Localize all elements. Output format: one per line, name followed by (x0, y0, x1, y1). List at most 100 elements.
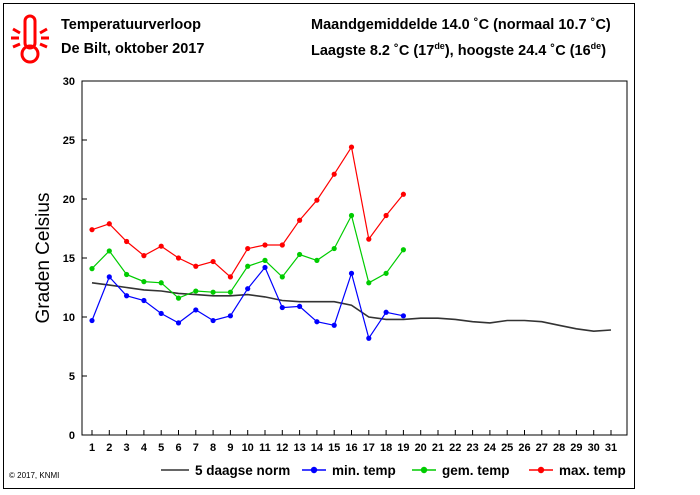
x-tick-label: 7 (193, 442, 199, 454)
data-point-mean (400, 247, 406, 253)
x-tick-label: 11 (259, 442, 271, 454)
x-tick-label: 21 (432, 442, 444, 454)
data-point-min (89, 317, 95, 324)
x-tick-label: 28 (553, 442, 565, 454)
y-tick-label: 5 (69, 371, 75, 383)
data-point-min (331, 322, 337, 328)
x-tick-label: 16 (345, 442, 357, 454)
data-point-max (279, 242, 285, 248)
data-point-mean (106, 248, 112, 254)
data-point-mean (279, 274, 285, 280)
data-point-min (297, 303, 303, 309)
data-point-min (366, 335, 372, 341)
x-tick-label: 19 (397, 442, 409, 454)
legend-norm-label: 5 daagse norm (195, 462, 291, 478)
x-tick-label: 10 (242, 442, 254, 454)
x-tick-label: 17 (363, 442, 375, 454)
x-tick-label: 18 (380, 442, 392, 454)
legend-norm: 5 daagse norm (161, 462, 290, 478)
x-tick-label: 26 (518, 442, 530, 454)
data-point-max (245, 245, 251, 252)
data-point-max (210, 258, 216, 265)
data-point-mean (348, 212, 355, 219)
data-point-min (175, 320, 182, 326)
data-point-min (124, 293, 130, 299)
legend-min-swatch (302, 466, 326, 474)
x-tick-label: 31 (605, 442, 617, 454)
y-tick-label: 0 (69, 430, 75, 442)
data-point-min (348, 270, 355, 276)
chart-subtitle: De Bilt, oktober 2017 (61, 41, 205, 57)
data-point-min (400, 313, 406, 319)
data-point-mean (227, 289, 233, 295)
x-tick-label: 2 (106, 442, 112, 454)
data-point-mean (383, 270, 389, 276)
data-point-mean (210, 289, 216, 295)
data-point-max (158, 243, 164, 249)
data-point-max (400, 191, 406, 197)
data-point-min (141, 297, 147, 304)
monthly-mean-text: Maandgemiddelde 14.0 ˚C (normaal 10.7 ˚C… (311, 17, 611, 33)
data-point-min (314, 319, 320, 325)
data-point-max (262, 242, 268, 248)
x-tick-label: 24 (484, 442, 497, 454)
data-point-max (297, 217, 303, 223)
series-line-norm (91, 282, 612, 333)
x-tick-label: 14 (311, 442, 324, 454)
data-point-mean (175, 295, 182, 301)
x-tick-label: 4 (141, 442, 148, 454)
data-point-max (175, 255, 182, 261)
data-point-min (193, 307, 199, 313)
data-point-mean (89, 266, 95, 272)
data-point-min (106, 274, 112, 280)
data-point-max (193, 263, 199, 269)
chart-title: Temperatuurverloop (61, 17, 201, 33)
legend-min: min. temp (302, 462, 396, 478)
data-point-mean (297, 251, 303, 258)
y-tick-label: 20 (63, 194, 75, 206)
legend-mean: gem. temp (412, 462, 510, 478)
x-tick-label: 22 (449, 442, 461, 454)
data-point-mean (314, 257, 320, 263)
y-tick-label: 10 (63, 312, 75, 324)
series-line-min (91, 266, 404, 340)
data-point-max (124, 238, 130, 245)
thermometer-icon (11, 14, 49, 64)
y-tick-label: 15 (63, 253, 75, 265)
chart-frame (3, 3, 635, 489)
legend-max: max. temp (529, 462, 626, 478)
series-line-mean (91, 213, 404, 299)
data-point-mean (141, 279, 147, 285)
data-point-mean (331, 245, 337, 252)
legend-max-swatch (529, 466, 553, 474)
x-tick-label: 27 (536, 442, 548, 454)
data-point-mean (158, 280, 164, 286)
data-point-max (227, 274, 233, 280)
x-tick-label: 30 (588, 442, 600, 454)
x-tick-label: 8 (210, 442, 216, 454)
data-point-max (366, 236, 372, 242)
data-point-max (314, 197, 320, 203)
data-point-max (348, 144, 355, 150)
data-point-min (245, 286, 251, 292)
x-tick-label: 3 (124, 442, 130, 454)
y-tick-label: 30 (63, 76, 75, 88)
plot-area (81, 80, 628, 436)
legend-mean-label: gem. temp (442, 462, 510, 478)
extremes-text: Laagste 8.2 ˚C (17de), hoogste 24.4 ˚C (… (311, 41, 607, 59)
x-tick-label: 6 (175, 442, 181, 454)
data-point-min (227, 313, 233, 319)
x-tick-label: 23 (466, 442, 478, 454)
series-line-max (91, 145, 404, 278)
data-point-max (141, 253, 147, 259)
data-point-mean (193, 288, 199, 294)
data-point-mean (366, 280, 372, 286)
data-point-max (106, 221, 112, 227)
x-tick-label: 25 (501, 442, 513, 454)
x-tick-label: 15 (328, 442, 340, 454)
data-point-min (158, 310, 164, 317)
data-point-min (383, 309, 389, 315)
x-tick-label: 5 (158, 442, 164, 454)
legend-max-label: max. temp (559, 462, 626, 478)
